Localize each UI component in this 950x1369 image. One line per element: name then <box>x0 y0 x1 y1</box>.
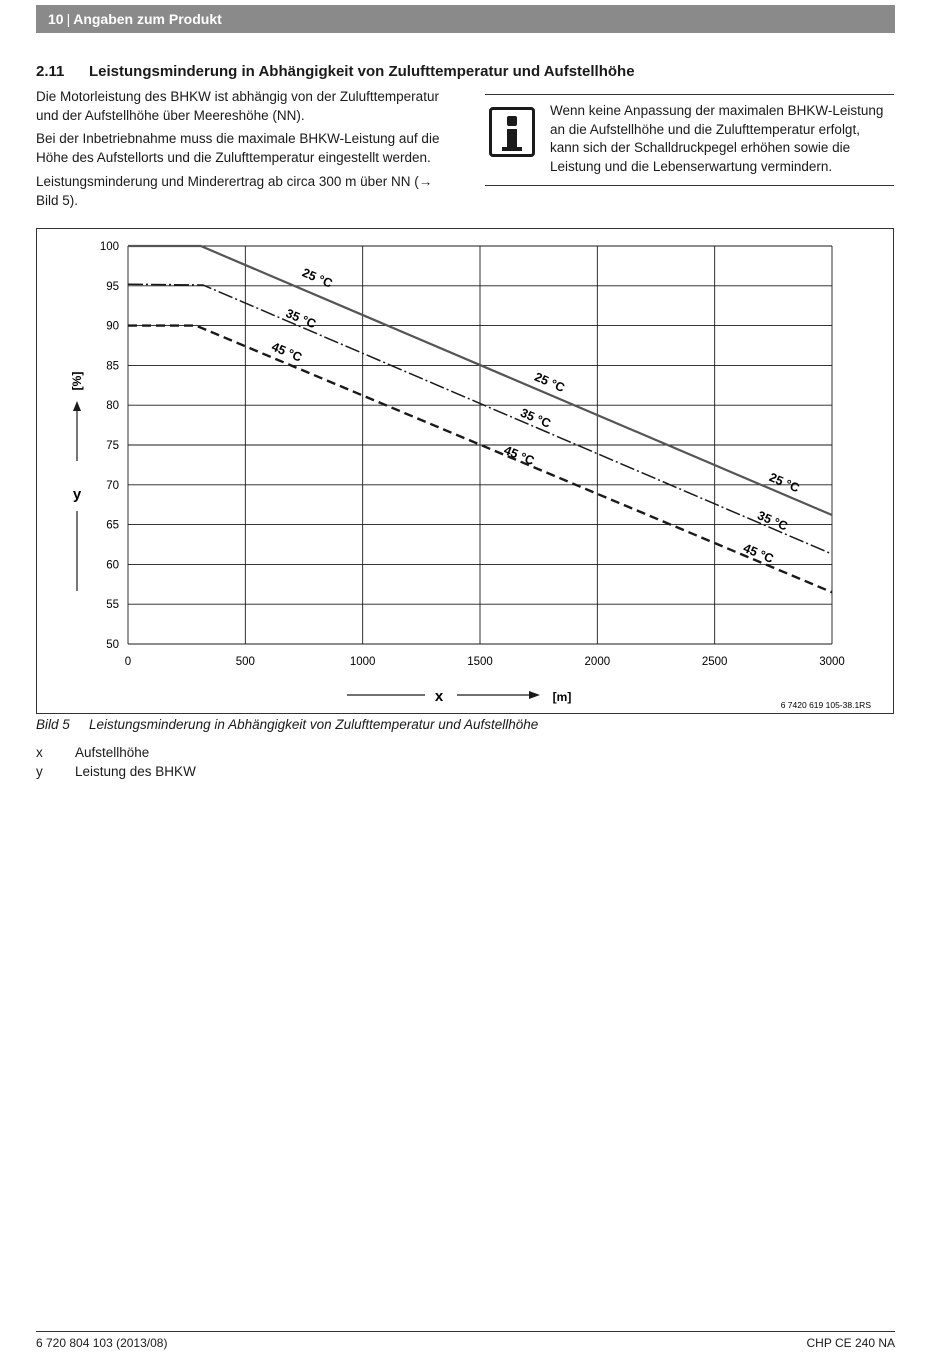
series-line-25c <box>128 244 833 517</box>
x-tick-label: 2000 <box>585 656 611 668</box>
series-line-45c <box>128 324 833 594</box>
y-tick-label: 85 <box>106 360 119 372</box>
y-tick-label: 55 <box>106 599 119 611</box>
series-line-35c <box>127 283 833 555</box>
x-tick-label: 0 <box>125 656 131 668</box>
page-number: 10 <box>48 11 64 27</box>
y-tick-label: 100 <box>100 241 119 253</box>
y-tick-label: 70 <box>106 480 119 492</box>
series-label: 35 °C <box>755 508 789 533</box>
legend-text-y: Leistung des BHKW <box>75 764 196 779</box>
footer-divider <box>36 1331 895 1332</box>
series-label: 35 °C <box>518 406 552 431</box>
paragraph-2: Bei der Inbetriebnahme muss die maximale… <box>36 131 440 165</box>
section-number: 2.11 <box>36 63 65 80</box>
page-header: 10 | Angaben zum Produkt <box>36 5 895 33</box>
x-axis-arrowhead <box>529 691 540 699</box>
series-label: 35 °C <box>284 306 318 331</box>
figure-caption: Bild 5 Leistungsminderung in Abhängigkeit… <box>36 717 538 732</box>
y-tick-label: 75 <box>106 440 119 452</box>
figure-reference: 6 7420 619 105-38.1RS <box>781 700 872 710</box>
footer-doc-id: 6 720 804 103 (2013/08) <box>36 1336 168 1350</box>
x-tick-label: 3000 <box>819 656 845 668</box>
footer-product: CHP CE 240 NA <box>806 1336 895 1350</box>
section-title: Leistungsminderung in Abhängigkeit von Z… <box>89 63 635 80</box>
y-axis-unit: [%] <box>70 372 84 391</box>
series-label: 25 °C <box>532 370 566 395</box>
y-tick-label: 95 <box>106 281 119 293</box>
x-tick-label: 2500 <box>702 656 728 668</box>
y-tick-label: 80 <box>106 400 119 412</box>
series-label: 25 °C <box>300 266 334 291</box>
figure-label: Bild 5 <box>36 717 70 732</box>
header-section: Angaben zum Produkt <box>73 11 222 27</box>
series-label: 45 °C <box>270 340 304 365</box>
paragraph-3: Leistungsminderung und Minderertrag ab c… <box>36 174 433 208</box>
legend-text-x: Aufstellhöhe <box>75 745 150 760</box>
info-box: Wenn keine Anpassung der maximalen BHKW-… <box>485 94 894 186</box>
legend-x: x Aufstellhöhe <box>36 745 149 760</box>
legend-y: y Leistung des BHKW <box>36 764 196 779</box>
info-icon <box>489 107 535 157</box>
y-tick-label: 90 <box>106 321 119 333</box>
y-axis-label: y <box>73 486 82 503</box>
y-tick-label: 50 <box>106 639 119 651</box>
y-tick-label: 65 <box>106 520 119 532</box>
x-tick-label: 1000 <box>350 656 376 668</box>
paragraph-1: Die Motorleistung des BHKW ist abhängig … <box>36 89 439 123</box>
section-heading: 2.11 Leistungsminderung in Abhängigkeit v… <box>36 63 635 80</box>
legend-key-x: x <box>36 745 43 760</box>
x-axis-label: x <box>435 688 444 705</box>
legend-key-y: y <box>36 764 43 779</box>
x-tick-label: 500 <box>236 656 255 668</box>
series-label: 45 °C <box>502 443 536 468</box>
series-label: 25 °C <box>767 470 801 495</box>
figure-caption-text: Leistungsminderung in Abhängigkeit von Z… <box>89 717 539 732</box>
chart-frame: 50 55 60 65 70 75 80 85 90 95 100 0 500 1000 1500 2000 2… <box>36 228 894 714</box>
x-axis-unit: [m] <box>553 690 572 704</box>
info-text: Wenn keine Anpassung der maximalen BHKW-… <box>550 103 884 174</box>
x-tick-label: 1500 <box>467 656 493 668</box>
header-separator: | <box>66 11 71 27</box>
y-tick-label: 60 <box>106 559 119 571</box>
y-axis-arrowhead <box>73 401 81 411</box>
